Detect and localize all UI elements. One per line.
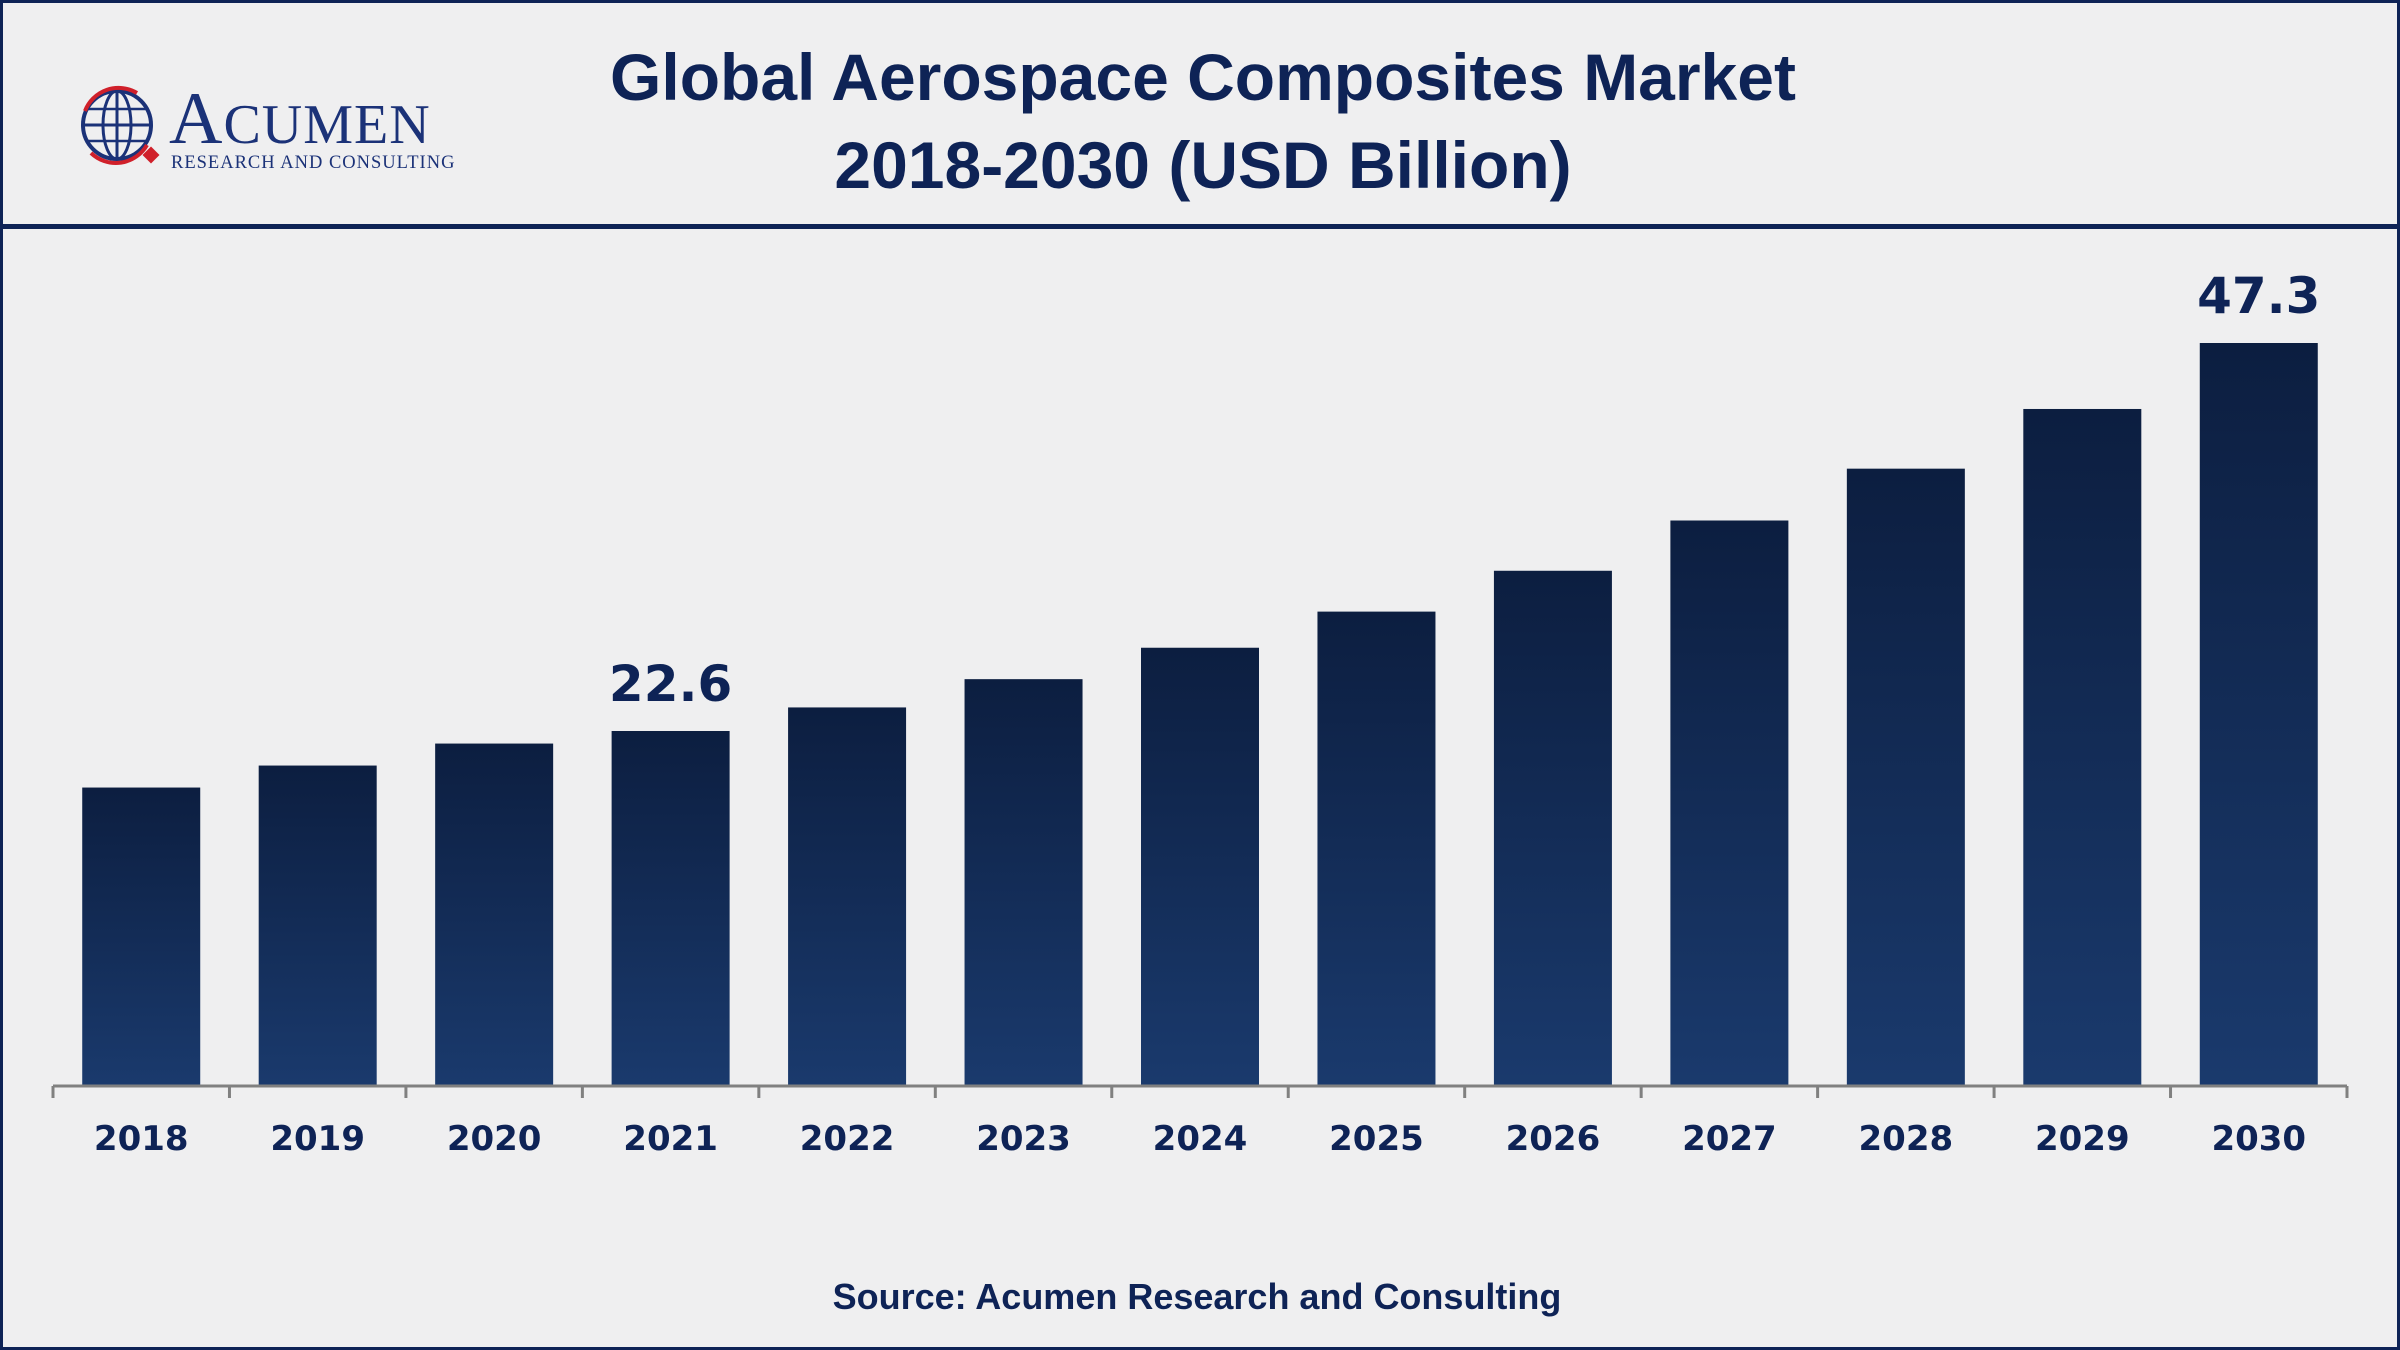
logo-name: ACUMEN [169, 79, 431, 165]
x-tick-label-2018: 2018 [94, 1119, 189, 1159]
data-label-2030: 47.3 [2197, 267, 2320, 325]
chart-title-line-1: Global Aerospace Composites Market [610, 40, 1796, 114]
data-labels: 22.6 47.3 [609, 267, 2321, 713]
chart-title-line-2: 2018-2030 (USD Billion) [834, 128, 1572, 202]
x-tick-label-2024: 2024 [1153, 1119, 1248, 1159]
bar-2029 [2023, 408, 2142, 1087]
bar-2023 [964, 679, 1083, 1086]
logo: ACUMEN RESEARCH AND CONSULTING [77, 77, 477, 177]
bar-2022 [788, 707, 907, 1086]
bars-group [82, 343, 2318, 1087]
x-tick-label-2020: 2020 [447, 1119, 542, 1159]
header: ACUMEN RESEARCH AND CONSULTING Global Ae… [3, 3, 2397, 225]
x-tick-label-2030: 2030 [2211, 1119, 2306, 1159]
bar-2025 [1317, 611, 1436, 1086]
source-note: Source: Acumen Research and Consulting [832, 1276, 1562, 1317]
x-tick-label-2029: 2029 [2035, 1119, 2130, 1159]
chart-title: Global Aerospace Composites Market 2018-… [403, 33, 2003, 209]
logo-name-rest: CUMEN [223, 94, 431, 156]
bar-2019 [258, 765, 377, 1086]
bar-2030 [2199, 343, 2318, 1086]
x-tick-labels: 2018 2019 2020 2021 2022 2023 2024 2025 2026 2027… [94, 1119, 2306, 1159]
x-tick-label-2021: 2021 [623, 1119, 718, 1159]
x-tick-label-2025: 2025 [1329, 1119, 1424, 1159]
bar-2026 [1493, 570, 1612, 1086]
bar-2021 [611, 730, 730, 1086]
logo-subtitle: RESEARCH AND CONSULTING [171, 153, 456, 173]
bar-2028 [1846, 468, 1965, 1086]
x-axis [51, 1084, 2349, 1098]
logo-name-first: A [169, 78, 224, 160]
data-label-2021: 22.6 [609, 655, 732, 713]
header-divider [3, 224, 2397, 229]
globe-icon [81, 85, 160, 165]
bar-2020 [435, 743, 554, 1086]
bar-2018 [82, 787, 201, 1086]
bar-2027 [1670, 520, 1789, 1086]
x-tick-label-2026: 2026 [1506, 1119, 1601, 1159]
bar-2024 [1141, 647, 1259, 1086]
x-tick-label-2027: 2027 [1682, 1119, 1777, 1159]
x-tick-label-2023: 2023 [976, 1119, 1071, 1159]
x-tick-label-2028: 2028 [1859, 1119, 1954, 1159]
x-tick-label-2019: 2019 [270, 1119, 365, 1159]
x-tick-label-2022: 2022 [800, 1119, 895, 1159]
